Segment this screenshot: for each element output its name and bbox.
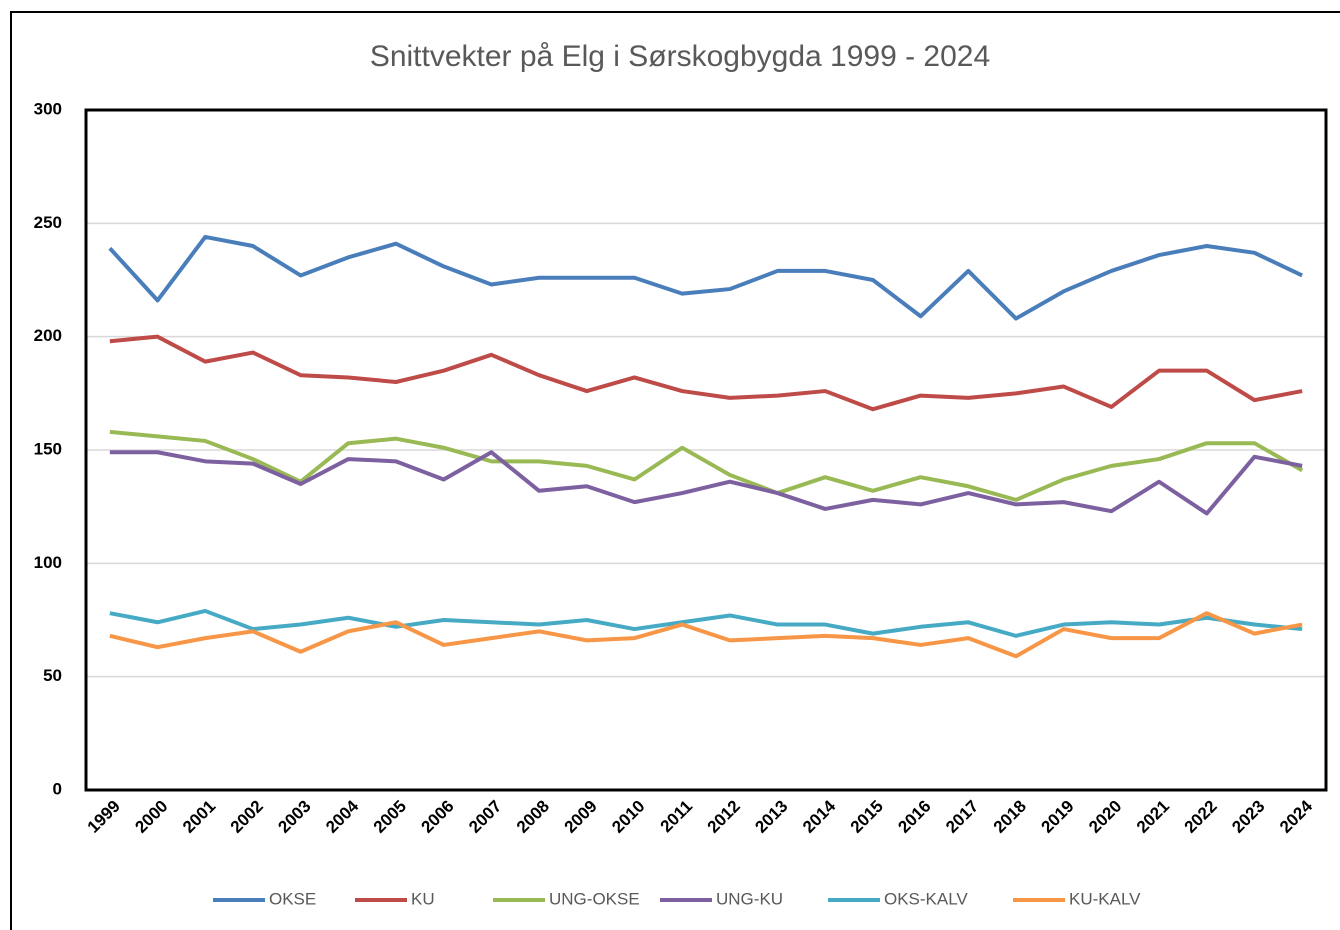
legend-label: UNG-OKSE [549,889,640,908]
legend-label: OKS-KALV [884,889,968,908]
series-line [109,611,1303,659]
legend-label: KU [411,889,435,908]
series-line [109,334,1303,412]
series-line [109,429,1304,502]
chart-title: Snittvekter på Elg i Sørskogbygda 1999 -… [370,40,990,73]
y-tick-label: 150 [34,439,62,458]
y-tick-label: 50 [43,666,62,685]
y-tick-label: 0 [53,779,62,798]
y-tick-label: 250 [34,213,62,232]
y-tick-label: 300 [34,99,62,118]
series-line [109,450,1303,516]
legend-label: OKSE [269,889,316,908]
chart-border [10,11,1340,930]
y-tick-label: 200 [34,326,62,345]
series-line [109,608,1303,638]
series-line [108,234,1304,321]
y-tick-label: 100 [34,553,62,572]
legend-label: UNG-KU [716,889,783,908]
legend-label: KU-KALV [1069,889,1141,908]
plot-area [84,108,1328,792]
